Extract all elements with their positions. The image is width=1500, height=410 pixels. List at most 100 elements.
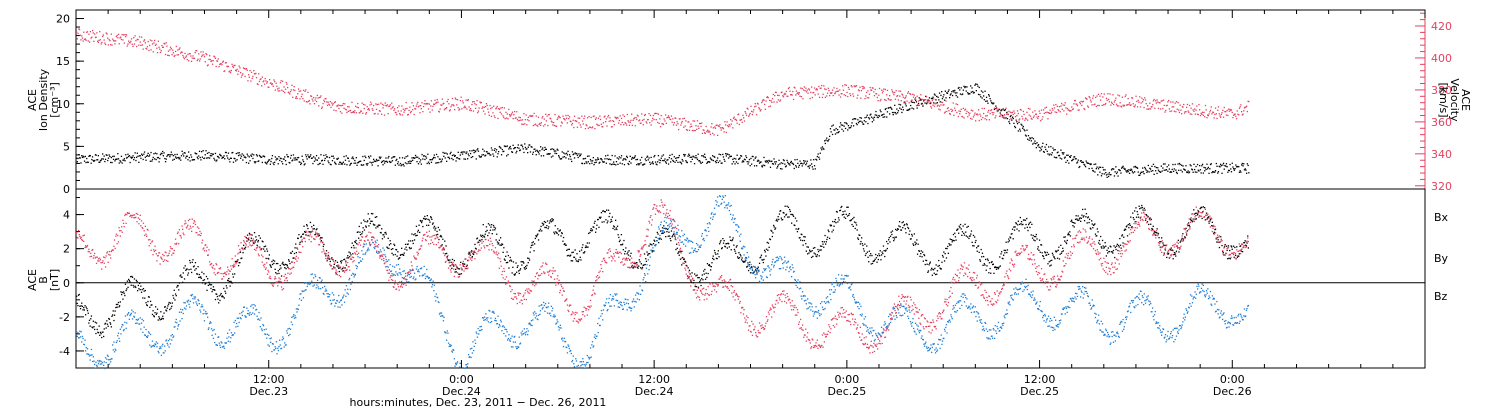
- density-point: [780, 162, 782, 164]
- velocity-point: [899, 95, 901, 97]
- density-point: [1108, 172, 1110, 174]
- bx-point: [574, 249, 576, 251]
- velocity-point: [1011, 111, 1014, 113]
- density-point: [484, 155, 486, 157]
- density-point: [159, 157, 161, 160]
- density-point: [353, 162, 355, 164]
- velocity-point: [248, 74, 250, 76]
- bx-point: [880, 254, 883, 256]
- density-point: [707, 161, 709, 163]
- density-point: [289, 162, 291, 164]
- bx-point: [843, 216, 845, 218]
- bx-point: [206, 289, 208, 291]
- velocity-point: [490, 107, 492, 110]
- bx-point: [1106, 249, 1108, 251]
- bx-point: [943, 251, 945, 253]
- velocity-point: [403, 111, 405, 113]
- velocity-point: [739, 119, 741, 121]
- velocity-tick-label: 420: [1431, 20, 1452, 33]
- bx-point: [543, 220, 545, 223]
- density-point: [910, 101, 912, 103]
- density-point: [1212, 171, 1214, 173]
- velocity-point: [619, 115, 621, 117]
- density-point: [341, 162, 343, 164]
- bx-point: [733, 248, 736, 251]
- bx-point: [143, 290, 145, 292]
- velocity-point: [577, 117, 579, 119]
- bx-point: [400, 254, 402, 256]
- velocity-point: [487, 108, 489, 110]
- bx-point: [982, 264, 984, 266]
- velocity-point: [503, 116, 505, 119]
- bx-point: [537, 233, 539, 235]
- density-point: [1237, 165, 1239, 168]
- density-point: [1058, 154, 1061, 157]
- density-point: [777, 165, 779, 168]
- bx-point: [909, 230, 911, 232]
- velocity-point: [715, 124, 717, 126]
- bx-point: [379, 231, 382, 234]
- density-point: [1153, 173, 1155, 175]
- velocity-point: [344, 108, 347, 110]
- density-point: [958, 86, 960, 89]
- bx-point: [374, 216, 376, 218]
- velocity-point: [1222, 116, 1225, 118]
- bx-point: [189, 259, 191, 262]
- density-point: [1002, 108, 1004, 110]
- velocity-point: [772, 93, 774, 96]
- bx-point: [599, 217, 601, 219]
- bx-point: [995, 268, 998, 270]
- density-tick-label: 15: [56, 55, 70, 68]
- bx-point: [794, 217, 797, 219]
- density-point: [117, 153, 119, 155]
- density-point: [948, 89, 950, 91]
- density-point: [1109, 174, 1111, 176]
- density-point: [971, 87, 973, 89]
- bx-point: [1000, 253, 1002, 255]
- density-point: [719, 154, 722, 156]
- velocity-point: [242, 67, 245, 69]
- density-point: [608, 158, 610, 160]
- density-point: [120, 161, 122, 163]
- density-point: [798, 164, 800, 166]
- velocity-point: [250, 71, 253, 73]
- bx-point: [193, 265, 195, 267]
- velocity-point: [270, 82, 272, 84]
- velocity-point: [628, 121, 630, 123]
- velocity-point: [512, 118, 514, 120]
- bx-point: [671, 236, 673, 238]
- velocity-point: [1031, 118, 1033, 120]
- velocity-point: [1147, 108, 1149, 110]
- density-point: [455, 160, 457, 162]
- density-point: [144, 156, 146, 158]
- velocity-point: [1023, 113, 1025, 115]
- bx-point: [104, 322, 107, 324]
- velocity-point: [513, 110, 516, 113]
- velocity-point: [101, 41, 103, 44]
- bx-point: [255, 239, 258, 241]
- density-point: [1246, 163, 1248, 165]
- bx-point: [1111, 251, 1113, 253]
- density-point: [169, 154, 172, 156]
- velocity-point: [853, 85, 855, 87]
- density-point: [1242, 165, 1244, 167]
- bx-point: [948, 243, 950, 245]
- density-point: [903, 101, 905, 103]
- velocity-point: [1139, 106, 1142, 108]
- density-point: [862, 123, 864, 125]
- bx-point: [460, 261, 462, 263]
- velocity-point: [332, 103, 334, 105]
- velocity-point: [850, 94, 852, 97]
- bx-point: [801, 239, 804, 242]
- velocity-point: [489, 104, 491, 107]
- bx-point: [110, 326, 112, 328]
- velocity-point: [579, 124, 581, 126]
- bx-point: [927, 270, 930, 272]
- bx-point: [941, 254, 944, 257]
- velocity-point: [271, 83, 273, 86]
- bx-point: [884, 255, 886, 258]
- density-point: [1066, 159, 1069, 162]
- bx-point: [205, 275, 208, 278]
- bx-point: [983, 263, 985, 265]
- density-point: [1181, 171, 1183, 173]
